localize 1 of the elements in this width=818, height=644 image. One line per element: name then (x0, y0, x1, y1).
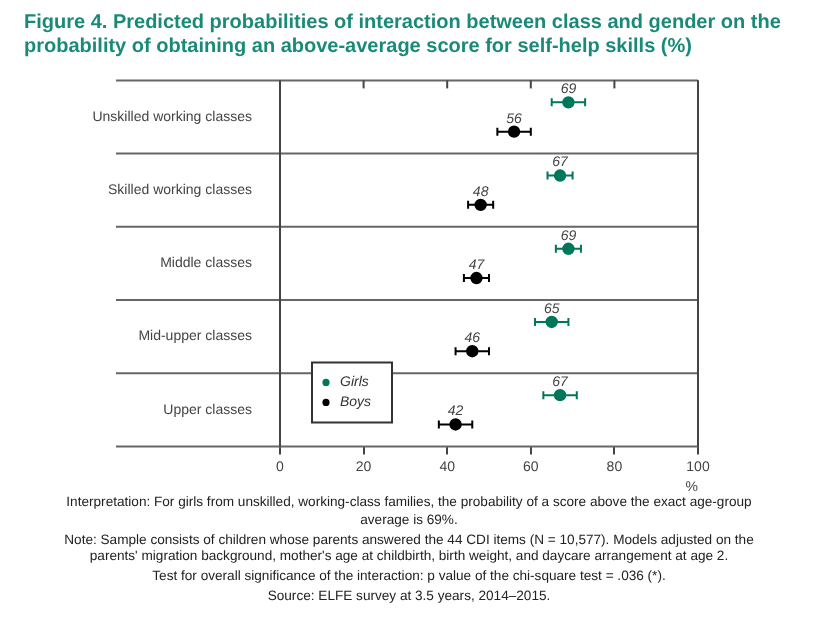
chart-title: Figure 4. Predicted probabilities of interaction between class and gender on the probability of obtaining an above-average score for self-help skills (%) (22, 10, 783, 60)
